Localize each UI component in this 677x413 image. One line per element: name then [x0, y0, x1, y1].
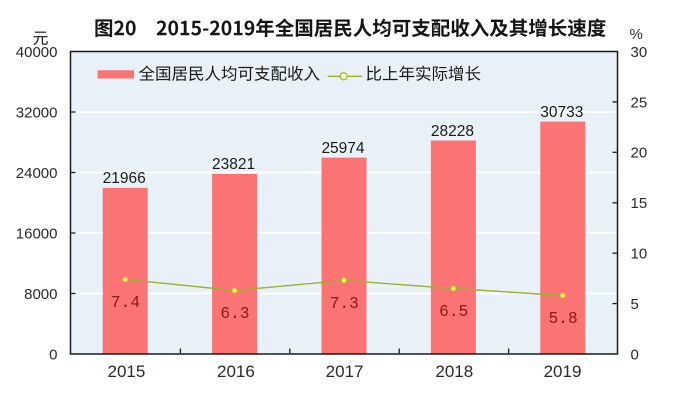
- svg-text:0: 0: [631, 346, 639, 363]
- svg-text:40000: 40000: [16, 44, 58, 61]
- svg-text:5: 5: [631, 296, 639, 313]
- svg-text:32000: 32000: [16, 104, 58, 121]
- svg-text:6.3: 6.3: [220, 305, 249, 323]
- svg-text:2016: 2016: [217, 362, 255, 381]
- svg-text:20: 20: [631, 145, 648, 162]
- svg-text:2018: 2018: [435, 362, 473, 381]
- svg-text:21966: 21966: [103, 170, 146, 187]
- svg-text:10: 10: [631, 246, 648, 263]
- svg-text:25: 25: [631, 94, 648, 111]
- svg-text:8000: 8000: [24, 286, 57, 303]
- svg-text:6.5: 6.5: [439, 303, 468, 321]
- svg-text:15: 15: [631, 195, 648, 212]
- svg-text:5.8: 5.8: [549, 310, 578, 328]
- svg-text:2015: 2015: [107, 362, 145, 381]
- svg-text:7.4: 7.4: [111, 294, 140, 312]
- svg-text:16000: 16000: [16, 225, 58, 242]
- svg-text:0: 0: [49, 346, 57, 363]
- svg-text:30733: 30733: [540, 104, 583, 121]
- svg-text:24000: 24000: [16, 165, 58, 182]
- svg-text:2017: 2017: [326, 362, 364, 381]
- svg-text:30: 30: [631, 44, 648, 61]
- svg-text:23821: 23821: [212, 156, 255, 173]
- svg-text:%: %: [630, 26, 643, 43]
- svg-text:2019: 2019: [544, 362, 582, 381]
- svg-text:28228: 28228: [431, 123, 474, 140]
- svg-text:25974: 25974: [321, 140, 364, 157]
- svg-text:7.3: 7.3: [330, 295, 359, 313]
